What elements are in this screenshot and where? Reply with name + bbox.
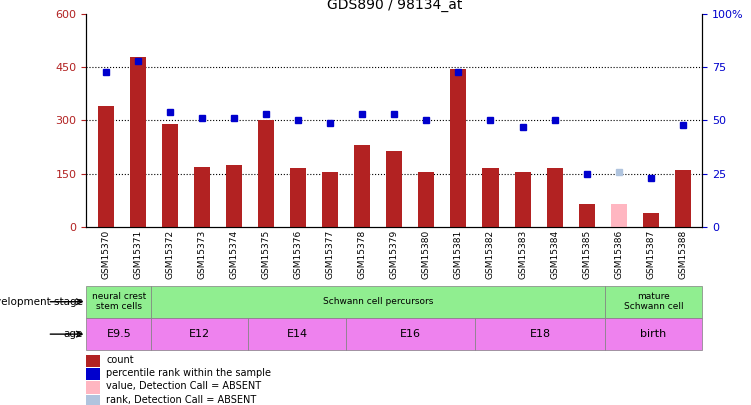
Text: Schwann cell percursors: Schwann cell percursors (323, 297, 433, 306)
Text: E9.5: E9.5 (107, 329, 131, 339)
Bar (418, 172, 434, 227)
Bar (354, 145, 370, 227)
Text: value, Detection Call = ABSENT: value, Detection Call = ABSENT (106, 382, 261, 391)
Title: GDS890 / 98134_at: GDS890 / 98134_at (327, 0, 462, 12)
Text: rank, Detection Call = ABSENT: rank, Detection Call = ABSENT (106, 394, 256, 405)
Bar (86, 394, 100, 405)
Text: E14: E14 (286, 329, 308, 339)
Text: age: age (63, 329, 83, 339)
Text: GSM15370: GSM15370 (101, 230, 110, 279)
Bar (345, 318, 475, 350)
Text: GSM15387: GSM15387 (647, 230, 656, 279)
Text: GSM15377: GSM15377 (326, 230, 335, 279)
Text: development stage: development stage (0, 297, 83, 307)
Text: neural crest
stem cells: neural crest stem cells (92, 292, 146, 311)
Bar (130, 57, 146, 227)
Text: GSM15385: GSM15385 (582, 230, 591, 279)
Text: GSM15384: GSM15384 (550, 230, 559, 279)
Bar (151, 286, 605, 318)
Text: GSM15380: GSM15380 (422, 230, 431, 279)
Bar (290, 168, 306, 227)
Bar (98, 107, 113, 227)
Text: GSM15379: GSM15379 (390, 230, 399, 279)
Bar (194, 166, 210, 227)
Bar (579, 204, 595, 227)
Text: count: count (106, 355, 134, 365)
Text: GSM15388: GSM15388 (678, 230, 687, 279)
Text: GSM15378: GSM15378 (357, 230, 366, 279)
Text: GSM15372: GSM15372 (165, 230, 174, 279)
Bar (249, 318, 345, 350)
Text: GSM15386: GSM15386 (614, 230, 623, 279)
Text: percentile rank within the sample: percentile rank within the sample (106, 368, 271, 378)
Bar (86, 286, 151, 318)
Bar (451, 69, 466, 227)
Bar (675, 170, 691, 227)
Bar (151, 318, 249, 350)
Bar (605, 286, 702, 318)
Bar (86, 382, 100, 394)
Bar (258, 121, 274, 227)
Bar (475, 318, 605, 350)
Bar (86, 369, 100, 380)
Bar (161, 124, 178, 227)
Bar (643, 213, 659, 227)
Bar (611, 204, 627, 227)
Text: E18: E18 (529, 329, 550, 339)
Bar (482, 168, 499, 227)
Bar (226, 165, 242, 227)
Bar (605, 318, 702, 350)
Text: GSM15371: GSM15371 (133, 230, 142, 279)
Bar (514, 172, 531, 227)
Bar (86, 355, 100, 367)
Text: GSM15373: GSM15373 (198, 230, 207, 279)
Text: E16: E16 (400, 329, 421, 339)
Bar (322, 172, 338, 227)
Text: GSM15383: GSM15383 (518, 230, 527, 279)
Bar (86, 318, 151, 350)
Text: GSM15376: GSM15376 (294, 230, 303, 279)
Text: GSM15375: GSM15375 (261, 230, 270, 279)
Text: GSM15374: GSM15374 (229, 230, 238, 279)
Text: birth: birth (641, 329, 667, 339)
Text: mature
Schwann cell: mature Schwann cell (624, 292, 683, 311)
Text: E12: E12 (189, 329, 210, 339)
Text: GSM15382: GSM15382 (486, 230, 495, 279)
Bar (547, 168, 562, 227)
Text: GSM15381: GSM15381 (454, 230, 463, 279)
Bar (386, 151, 403, 227)
